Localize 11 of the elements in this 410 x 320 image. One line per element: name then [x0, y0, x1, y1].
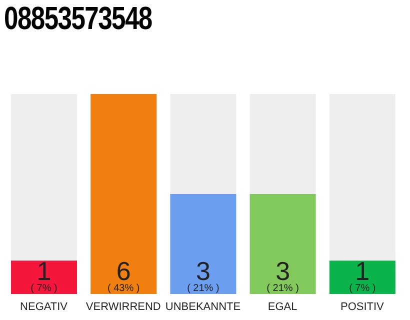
- x-tick-label: UNBEKANNTE: [165, 300, 241, 313]
- annotation: ( 21% ): [187, 283, 220, 294]
- x-tick-label: POSITIV: [340, 300, 385, 313]
- x-tick-label: NEGATIV: [20, 300, 68, 313]
- x-tick-label: VERWIRREND: [86, 300, 161, 313]
- x-tick-label: EGAL: [268, 300, 298, 313]
- annotation: ( 21% ): [266, 283, 299, 294]
- chart-title: 08853573548: [4, 0, 152, 37]
- annotation: ( 7% ): [30, 283, 58, 294]
- annotation: ( 43% ): [107, 283, 140, 294]
- annotation: ( 7% ): [349, 283, 376, 294]
